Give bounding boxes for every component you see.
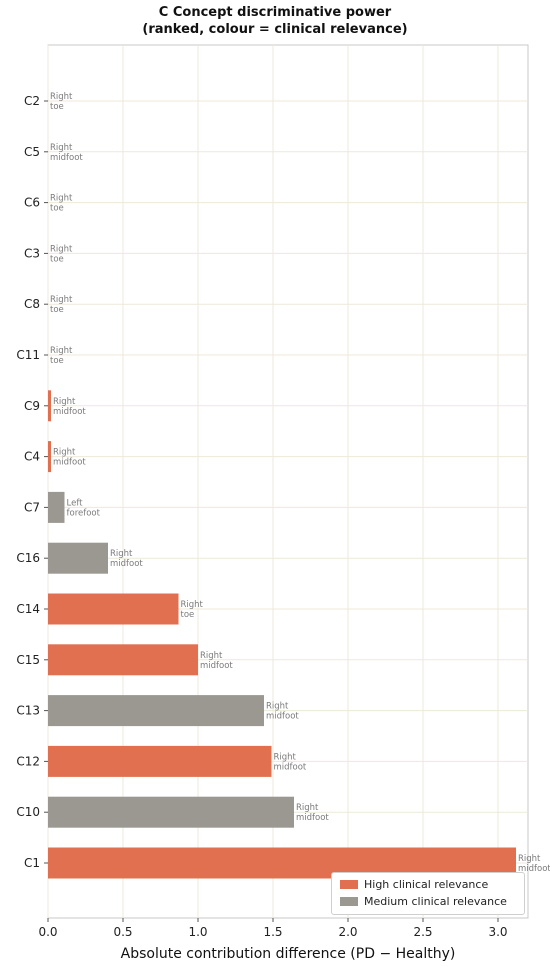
bar-annotation-line1: Left xyxy=(67,498,84,508)
bar-annotation-line2: toe xyxy=(50,254,64,264)
bar-annotation-line1: Right xyxy=(296,803,319,813)
bar-annotation-line1: Right xyxy=(181,600,204,610)
bar-c13 xyxy=(48,695,264,727)
bar-annotation-line2: midfoot xyxy=(110,559,143,569)
legend-item-medium: Medium clinical relevance xyxy=(340,895,507,908)
x-tick-label: 2.0 xyxy=(338,925,357,939)
y-tick-label: C10 xyxy=(16,805,40,819)
y-tick-label: C15 xyxy=(16,653,40,667)
y-tick-label: C6 xyxy=(24,196,40,210)
bar-annotation-line1: Right xyxy=(200,651,223,661)
x-axis-label: Absolute contribution difference (PD − H… xyxy=(121,946,456,962)
bar-c12 xyxy=(48,745,272,777)
y-tick-label: C1 xyxy=(24,856,40,870)
bar-c15 xyxy=(48,644,198,676)
x-tick-label: 1.5 xyxy=(263,925,282,939)
bar-annotation-line2: midfoot xyxy=(50,153,83,163)
chart-subtitle: (ranked, colour = clinical relevance) xyxy=(142,22,408,37)
bar-annotation-line2: midfoot xyxy=(274,762,307,772)
bar-annotation-line1: Right xyxy=(50,143,73,153)
x-tick-label: 0.5 xyxy=(113,925,132,939)
bar-c10 xyxy=(48,796,294,828)
legend-swatch-high xyxy=(340,880,358,889)
y-tick-label: C5 xyxy=(24,145,40,159)
y-tick-label: C14 xyxy=(16,602,40,616)
bar-annotation-line1: Right xyxy=(50,92,73,102)
bar-annotation-line2: midfoot xyxy=(200,661,233,671)
legend-label-medium: Medium clinical relevance xyxy=(364,895,507,908)
bar-annotation-line1: Right xyxy=(274,752,297,762)
chart-legend: High clinical relevance Medium clinical … xyxy=(331,872,525,915)
y-tick-label: C8 xyxy=(24,297,40,311)
bar-annotation-line2: toe xyxy=(50,204,64,214)
bar-annotation-line2: midfoot xyxy=(53,458,86,468)
bar-annotation-line1: Right xyxy=(266,702,289,712)
chart-title: C Concept discriminative power xyxy=(158,5,392,20)
bar-annotation-line1: Right xyxy=(110,549,133,559)
y-tick-label: C12 xyxy=(16,754,40,768)
x-tick-label: 3.0 xyxy=(488,925,507,939)
y-tick-label: C9 xyxy=(24,399,40,413)
y-tick-label: C2 xyxy=(24,94,40,108)
bar-annotation-line2: forefoot xyxy=(67,508,101,518)
y-tick-label: C4 xyxy=(24,450,40,464)
bar-annotation-line2: midfoot xyxy=(266,712,299,722)
bar-annotation-line2: toe xyxy=(181,610,195,620)
legend-swatch-medium xyxy=(340,897,358,906)
bar-c16 xyxy=(48,542,108,574)
bar-annotation-line2: midfoot xyxy=(53,407,86,417)
x-tick-label: 2.5 xyxy=(413,925,432,939)
y-tick-label: C11 xyxy=(16,348,40,362)
y-tick-label: C13 xyxy=(16,704,40,718)
bar-annotation-line1: Right xyxy=(50,346,73,356)
bar-annotation-line2: midfoot xyxy=(296,813,329,823)
bar-annotation-line1: Right xyxy=(50,295,73,305)
bar-annotation-line2: toe xyxy=(50,102,64,112)
bar-c4 xyxy=(48,441,51,473)
legend-item-high: High clinical relevance xyxy=(340,878,488,891)
bar-c7 xyxy=(48,491,65,523)
bar-annotation-line1: Right xyxy=(53,448,76,458)
y-tick-label: C3 xyxy=(24,246,40,260)
bar-c14 xyxy=(48,593,179,625)
bar-annotation-line1: Right xyxy=(518,854,541,864)
bar-annotation-line1: Right xyxy=(50,194,73,204)
plot-area xyxy=(47,44,529,919)
y-tick-label: C16 xyxy=(16,551,40,565)
bar-annotation-line2: toe xyxy=(50,305,64,315)
y-tick-label: C7 xyxy=(24,500,40,514)
bar-c9 xyxy=(48,390,51,422)
x-tick-label: 0.0 xyxy=(38,925,57,939)
bar-annotation-line1: Right xyxy=(50,244,73,254)
bar-annotation-line1: Right xyxy=(53,397,76,407)
x-tick-label: 1.0 xyxy=(188,925,207,939)
legend-label-high: High clinical relevance xyxy=(364,878,489,891)
bar-annotation-line2: midfoot xyxy=(518,864,550,874)
bar-annotation-line2: toe xyxy=(50,356,64,366)
